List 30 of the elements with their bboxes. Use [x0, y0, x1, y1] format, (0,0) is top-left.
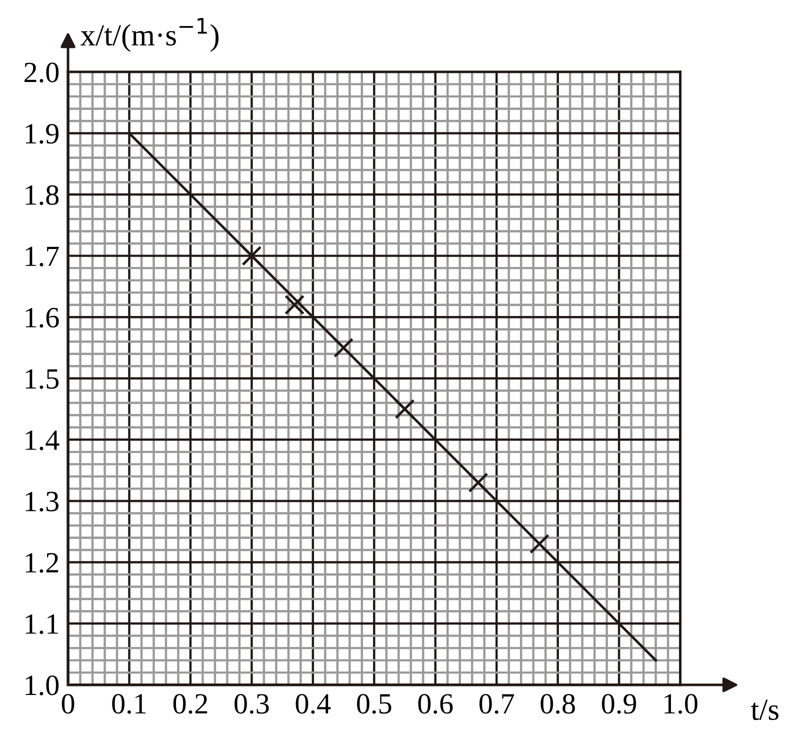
- y-tick-label: 1.2: [26, 553, 58, 573]
- x-tick-label: 0.4: [296, 694, 331, 714]
- point: [284, 294, 305, 315]
- point: [529, 534, 550, 554]
- x-tick-label: 0.5: [357, 694, 392, 714]
- x-tick-label: 0.3: [234, 694, 269, 714]
- y-tick-label: 1.3: [26, 492, 59, 512]
- y-tick-label: 1.5: [26, 369, 59, 389]
- x-tick-label: 0.9: [602, 694, 636, 714]
- point: [334, 338, 354, 358]
- y-tick-label: 1.0: [26, 676, 59, 696]
- x-tick-label: 0.2: [173, 694, 208, 714]
- point: [468, 472, 488, 493]
- y-axis-title: x/t/(m·s$^{−1}$): [80, 18, 219, 52]
- y-tick-label: 1.9: [26, 124, 58, 144]
- x-tick-label: 0.1: [112, 694, 146, 714]
- y-tick-label: 1.1: [26, 614, 58, 634]
- y-tick-label: 2.0: [24, 62, 59, 82]
- y-tick-label: 1.6: [26, 308, 59, 328]
- point: [394, 398, 415, 420]
- x-tick-label: 0.8: [540, 694, 575, 714]
- y-tick-label: 1.7: [26, 246, 59, 266]
- x-tick-label: 0.6: [418, 694, 453, 714]
- y-tick-label: 1.8: [26, 185, 59, 206]
- point: [242, 246, 262, 266]
- x-tick-label: 1.0: [664, 694, 698, 714]
- y-tick-label: 1.4: [26, 430, 60, 450]
- x-tick-label: 0.7: [479, 694, 514, 714]
- x-axis-title: t/s: [750, 700, 778, 720]
- x-tick-label: 0: [62, 694, 74, 714]
